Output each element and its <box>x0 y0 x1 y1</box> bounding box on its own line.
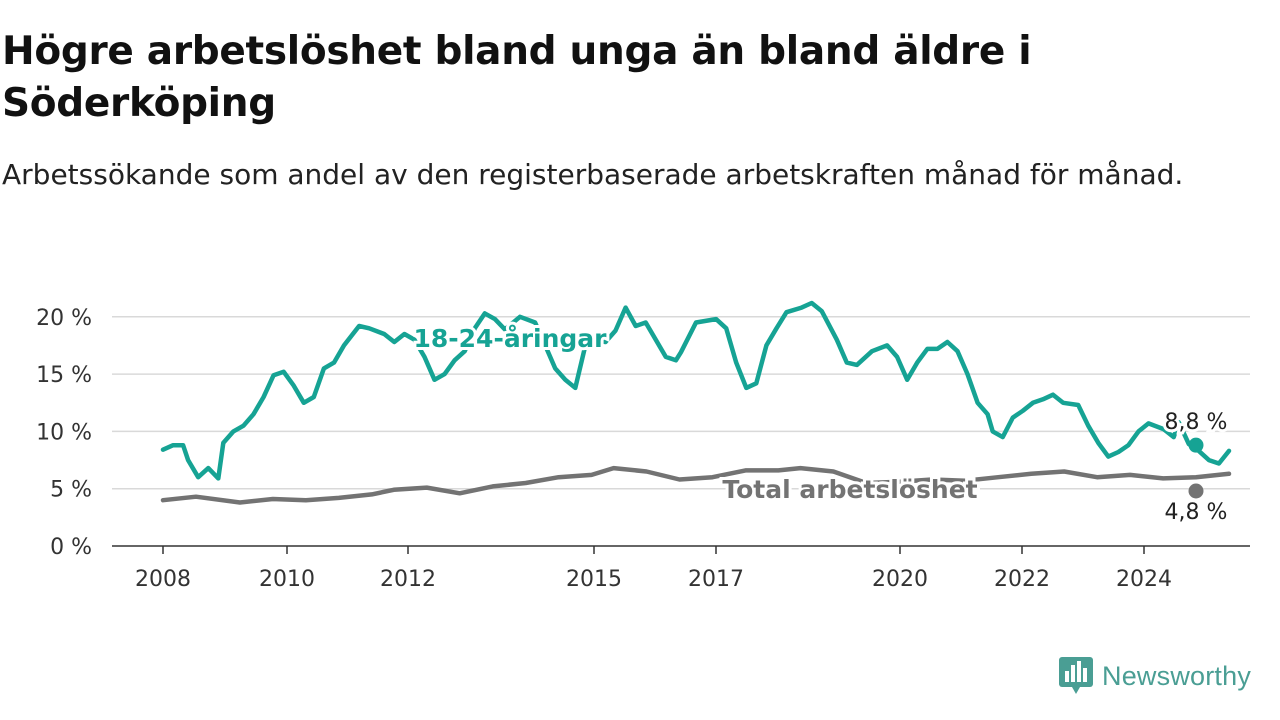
brand-name: Newsworthy <box>1102 660 1252 691</box>
x-tick-label: 2008 <box>135 567 191 592</box>
y-tick-label: 10 % <box>36 420 92 445</box>
x-tick-label: 2015 <box>566 567 622 592</box>
line-chart: 0 %5 %10 %15 %20 % 2008 2010 2012 2015 2017 2… <box>36 300 1250 592</box>
y-tick-label: 20 % <box>36 306 92 331</box>
series-line-youth <box>160 300 1232 481</box>
chart-title: Högre arbetslöshet bland unga än bland ä… <box>2 29 1032 126</box>
series-labels: 18-24-åringar Total arbetslöshet <box>411 321 981 507</box>
x-tick-label: 2022 <box>994 567 1050 592</box>
series-label-total: Total arbetslöshet <box>722 475 977 504</box>
series-lines <box>160 300 1232 505</box>
newsworthy-logo: Newsworthy <box>1058 654 1251 698</box>
series-line-total <box>160 465 1232 505</box>
x-tick-label: 2020 <box>872 567 928 592</box>
y-tick-label: 15 % <box>36 363 92 388</box>
end-dot-total <box>1188 483 1204 499</box>
y-axis-ticks: 0 % 5 % 10 % 15 % 20 % <box>36 306 92 560</box>
end-dot-youth <box>1188 437 1204 453</box>
end-label-youth: 8,8 % <box>1165 410 1228 435</box>
y-tick-label: 5 % <box>50 478 92 503</box>
x-tick-label: 2024 <box>1116 567 1172 592</box>
end-markers: 8,8 % 4,8 % <box>1162 407 1231 528</box>
series-label-youth: 18-24-åringar <box>414 324 608 353</box>
gridlines <box>112 316 1250 490</box>
x-tick-label: 2017 <box>688 567 744 592</box>
x-tick-label: 2010 <box>259 567 315 592</box>
chart-subtitle: Arbetssökande som andel av den registerb… <box>2 158 1184 191</box>
x-tick-label: 2012 <box>380 567 436 592</box>
newsworthy-logo-icon <box>1059 657 1093 694</box>
x-axis: 2008 2010 2012 2015 2017 2020 2022 2024 <box>112 545 1250 592</box>
end-label-total: 4,8 % <box>1165 500 1228 525</box>
y-tick-label: 0 % <box>50 535 92 560</box>
